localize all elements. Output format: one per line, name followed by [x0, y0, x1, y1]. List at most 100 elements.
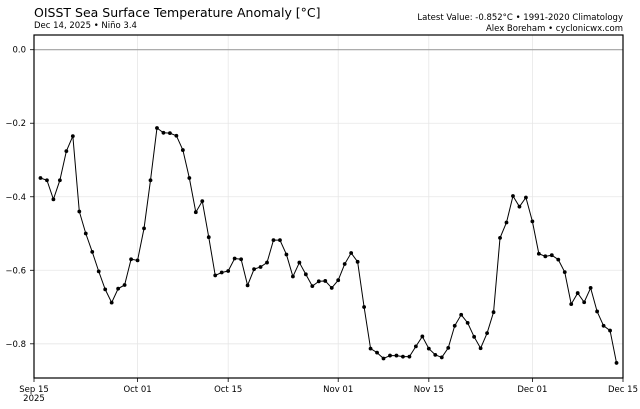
data-point	[122, 283, 127, 287]
data-point	[368, 346, 373, 351]
data-point	[472, 334, 477, 339]
data-point	[187, 176, 192, 180]
data-point	[265, 260, 269, 265]
data-point	[96, 269, 101, 274]
data-point	[70, 134, 75, 138]
x-tick-label: Dec 01	[517, 385, 547, 395]
data-point	[245, 283, 250, 288]
y-tick-label: 0.0	[12, 46, 26, 56]
data-points	[38, 126, 619, 365]
x-tick-label: Nov 01	[323, 385, 353, 395]
y-tick-label: −0.4	[5, 193, 26, 203]
data-point	[57, 178, 62, 183]
data-point	[588, 286, 593, 290]
y-tick-label: −0.8	[5, 340, 26, 350]
data-point	[536, 251, 541, 256]
data-point	[401, 354, 405, 359]
data-point	[524, 195, 528, 200]
data-point	[148, 178, 153, 183]
data-point	[77, 209, 82, 214]
data-point	[103, 287, 108, 292]
data-point	[575, 291, 580, 295]
data-point	[303, 272, 308, 277]
chart-subtitle: Dec 14, 2025 • Niño 3.4	[34, 21, 137, 31]
y-tick-label: −0.2	[5, 119, 26, 129]
x-tick-label: 2025	[23, 394, 45, 404]
data-point	[64, 149, 69, 154]
data-point	[349, 251, 354, 255]
data-point	[135, 258, 140, 263]
data-point	[310, 284, 315, 288]
data-point	[491, 310, 496, 315]
data-point	[614, 361, 619, 365]
data-point	[569, 302, 574, 307]
data-point	[556, 257, 561, 262]
y-tick-label: −0.6	[5, 266, 26, 276]
data-point	[258, 265, 263, 269]
data-point	[232, 256, 237, 261]
data-point	[239, 257, 244, 262]
data-point	[45, 178, 49, 183]
data-point	[168, 131, 172, 136]
data-point	[161, 130, 166, 135]
data-point	[206, 235, 211, 240]
data-point	[407, 354, 412, 359]
plot-frame	[33, 34, 624, 379]
data-point	[278, 238, 282, 243]
data-point	[517, 204, 522, 209]
data-point	[38, 176, 43, 180]
data-point	[562, 270, 567, 275]
data-point	[601, 323, 606, 328]
data-point	[465, 320, 470, 325]
credit-annotation: Alex Boreham • cyclonicwx.com	[485, 24, 623, 34]
data-point	[549, 253, 554, 258]
y-axis: 0.0 −0.2 −0.4 −0.6 −0.8	[5, 46, 34, 350]
data-point	[543, 254, 548, 259]
data-point	[446, 345, 451, 350]
data-point	[213, 273, 218, 278]
data-point	[329, 286, 334, 290]
data-point	[530, 219, 535, 224]
data-point	[375, 350, 379, 355]
x-tick-label: Nov 15	[414, 385, 444, 395]
data-point	[388, 353, 392, 358]
x-tick-label: Dec 15	[608, 385, 638, 395]
data-point	[219, 270, 224, 275]
data-point	[155, 126, 159, 130]
data-point	[316, 279, 321, 284]
data-point	[109, 300, 114, 305]
data-point	[342, 262, 347, 266]
data-point	[413, 344, 418, 349]
grid-lines	[33, 35, 624, 378]
data-point	[608, 328, 612, 333]
data-point	[174, 133, 179, 138]
data-point	[252, 267, 256, 272]
data-point	[83, 231, 88, 236]
data-point	[200, 199, 205, 204]
data-point	[498, 236, 502, 240]
data-point	[394, 353, 399, 358]
data-point	[504, 220, 509, 225]
data-point	[129, 257, 133, 262]
data-point	[336, 278, 341, 283]
data-point	[180, 148, 185, 152]
x-tick-label: Oct 01	[123, 385, 151, 395]
data-point	[193, 210, 198, 215]
data-point	[381, 356, 386, 361]
data-point	[459, 312, 464, 317]
latest-value-annotation: Latest Value: -0.852°C • 1991-2020 Clima…	[417, 13, 623, 23]
anomaly-line	[40, 127, 618, 364]
data-point	[284, 252, 289, 257]
x-tick-label: Sep 15	[19, 385, 49, 395]
data-point	[90, 250, 95, 254]
data-point	[485, 331, 489, 336]
data-point	[439, 355, 444, 360]
data-point	[426, 346, 431, 351]
data-point	[291, 274, 295, 279]
data-point	[452, 323, 457, 328]
data-point	[51, 197, 56, 202]
data-point	[433, 352, 438, 357]
data-point	[355, 259, 360, 264]
